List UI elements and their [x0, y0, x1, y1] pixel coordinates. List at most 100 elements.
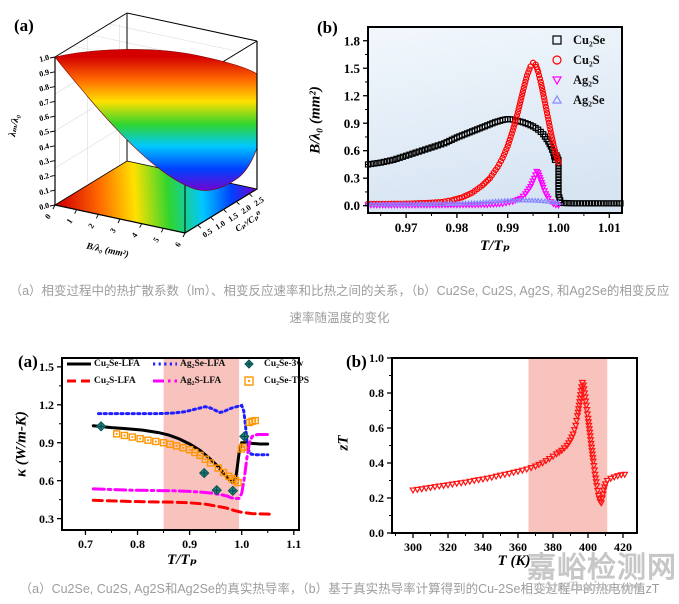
- reaction-rate-chart: 0.97 0.98 0.99 1.00 1.01 0.0 0.3 0.6 0.9 1.2 1.5 1.…: [344, 26, 624, 235]
- svg-text:0.5: 0.5: [201, 227, 214, 240]
- phase-transition-band: [163, 359, 240, 529]
- surface-sheet: [54, 49, 258, 191]
- legend-item-label: Cu₂Se-LFA: [94, 358, 140, 369]
- chart2-legend: Cu₂Se-LFA Ag₂Se-LFA Cu₂Se-3w Cu₂S-LFA Ag₂S-L…: [66, 355, 310, 389]
- svg-text:1.0: 1.0: [234, 537, 249, 551]
- svg-text:420: 420: [614, 540, 632, 554]
- svg-text:0.7: 0.7: [78, 537, 93, 551]
- zt-figure-of-merit-chart: 300 320 340 360 380 400 420 0.0 0.2 0.4 0.6 0.8 1.0: [369, 351, 638, 554]
- axis-ticks: 0.7 0.8 0.9 1.0 1.1 0.3 0.6 0.9 1.2 1.5: [39, 360, 301, 551]
- legend-item: Cu₂S-LFA: [66, 372, 150, 389]
- legend-item-label: Cu₂S: [573, 52, 600, 67]
- chart3-x-axis-label: T (K): [497, 553, 531, 569]
- svg-text:0.7: 0.7: [38, 97, 50, 108]
- svg-text:0.97: 0.97: [395, 220, 418, 235]
- caption2-line: （a）Cu2Se, Cu2S, Ag2S和Ag2Se的真实热导率，（b）基于真实…: [19, 582, 660, 596]
- axis-ticks: 300 320 340 360 380 400 420 0.0 0.2 0.4 0.6 0.8 1.0: [369, 351, 632, 554]
- caption1-line2: 速率随温度的变化: [289, 311, 390, 325]
- svg-text:0.2: 0.2: [38, 171, 50, 182]
- svg-text:1.0: 1.0: [369, 351, 384, 365]
- legend-item-label: Cu₂Se: [573, 32, 606, 47]
- chart2-x-axis-label: T/Tₚ: [167, 552, 197, 568]
- svg-text:0.0: 0.0: [369, 526, 384, 540]
- svg-text:1.2: 1.2: [344, 88, 360, 103]
- svg-text:0.3: 0.3: [344, 171, 361, 186]
- svg-text:1.0: 1.0: [214, 219, 227, 232]
- svg-text:360: 360: [509, 540, 527, 554]
- svg-text:3: 3: [108, 226, 118, 234]
- svg-text:380: 380: [544, 540, 562, 554]
- svg-text:0.4: 0.4: [369, 456, 384, 470]
- series-Cu₂Se-TPS: [237, 443, 247, 453]
- chart3-y-axis-label: zT: [335, 435, 352, 451]
- svg-text:0.9: 0.9: [344, 116, 361, 131]
- series-Cu₂Se-TPS: [245, 416, 259, 427]
- svg-text:6: 6: [173, 240, 183, 248]
- caption-figure1: （a）相变过程中的热扩散系数（lm）、相变反应速率和比热之间的关系，（b）Cu2…: [0, 278, 679, 332]
- panel-a1-label: (a): [14, 16, 34, 35]
- svg-text:1.5: 1.5: [39, 360, 54, 374]
- svg-text:0.6: 0.6: [369, 421, 384, 435]
- svg-text:1.00: 1.00: [547, 220, 570, 235]
- svg-text:320: 320: [439, 540, 457, 554]
- svg-text:0.1: 0.1: [38, 186, 50, 197]
- svg-text:1.0: 1.0: [38, 53, 50, 64]
- svg-text:2.5: 2.5: [252, 195, 265, 208]
- legend-item-label: Cu₂Se-TPS: [264, 375, 310, 386]
- svg-text:1.5: 1.5: [344, 61, 361, 76]
- svg-text:1.01: 1.01: [598, 220, 621, 235]
- legend-item-label: Ag₂S: [573, 72, 599, 87]
- chart1-legend: Cu₂Se Cu₂S Ag₂S Ag₂Se: [548, 30, 605, 110]
- caption-figure2: （a）Cu2Se, Cu2S, Ag2S和Ag2Se的真实热导率，（b）基于真实…: [0, 576, 679, 603]
- svg-text:0.5: 0.5: [38, 127, 50, 138]
- legend-item: Cu₂Se-3w: [236, 355, 308, 372]
- svg-text:0.6: 0.6: [39, 474, 54, 488]
- series-group: [409, 379, 629, 507]
- svg-text:300: 300: [404, 540, 422, 554]
- chart1-y-axis-label: B/λ₀ (mm²): [307, 86, 324, 154]
- legend-item: Cu₂Se: [548, 30, 605, 50]
- svg-text:0.8: 0.8: [369, 386, 384, 400]
- svg-text:0.9: 0.9: [38, 67, 50, 78]
- svg-text:400: 400: [579, 540, 597, 554]
- svg-text:0.99: 0.99: [496, 220, 519, 235]
- svg-text:λₘ/λ₀: λₘ/λ₀: [7, 113, 22, 138]
- svg-text:0.8: 0.8: [38, 82, 50, 93]
- svg-text:0.3: 0.3: [39, 512, 54, 526]
- thermal-diffusivity-3d-surface: 0.0 0.1 0.2 0.3 0.4 0.5 0.6 0.7 0.8 0.9 1.0 0 1 2 3 4 5 6…: [7, 12, 266, 261]
- legend-item: Ag₂Se: [548, 90, 605, 110]
- legend-item-label: Cu₂S-LFA: [94, 375, 136, 386]
- series-Cu₂Se-3w: [95, 421, 250, 497]
- svg-text:0: 0: [43, 212, 53, 220]
- panel-a2-label: (a): [18, 352, 38, 371]
- legend-item-label: Ag₂S-LFA: [180, 375, 222, 386]
- series-group: [91, 403, 272, 516]
- legend-item: Ag₂Se-LFA: [152, 355, 234, 372]
- svg-text:B/λ₀ (mm²): B/λ₀ (mm²): [84, 241, 129, 261]
- svg-text:1: 1: [65, 217, 75, 225]
- svg-text:4: 4: [130, 231, 140, 239]
- svg-text:1.2: 1.2: [39, 398, 54, 412]
- svg-text:340: 340: [474, 540, 492, 554]
- svg-text:0.9: 0.9: [39, 436, 54, 450]
- legend-item-label: Cu₂Se-3w: [264, 358, 304, 369]
- legend-item-label: Ag₂Se-LFA: [180, 358, 226, 369]
- svg-text:0.9: 0.9: [182, 537, 197, 551]
- legend-item: Cu₂Se-TPS: [236, 372, 310, 389]
- surface-axis-ticks: 0.0 0.1 0.2 0.3 0.4 0.5 0.6 0.7 0.8 0.9 1.0 0 1 2 3 4 5 6…: [7, 53, 266, 261]
- series-Cu₂Se-TPS: [112, 430, 242, 487]
- legend-item-label: Ag₂Se: [573, 92, 605, 107]
- svg-text:1.1: 1.1: [286, 537, 301, 551]
- legend-item: Ag₂S: [548, 70, 605, 90]
- svg-text:0.0: 0.0: [344, 198, 360, 213]
- thermal-conductivity-chart: 0.7 0.8 0.9 1.0 1.1 0.3 0.6 0.9 1.2 1.5: [39, 357, 301, 551]
- legend-item: Cu₂S: [548, 50, 605, 70]
- svg-text:2: 2: [86, 222, 96, 230]
- chart1-x-axis-label: T/Tₚ: [480, 238, 510, 254]
- series-group: [364, 59, 624, 210]
- caption1-line1: （a）相变过程中的热扩散系数（lm）、相变反应速率和比热之间的关系，（b）Cu2…: [9, 284, 670, 298]
- svg-text:0.6: 0.6: [344, 143, 361, 158]
- svg-text:0.6: 0.6: [38, 112, 50, 123]
- svg-text:0.4: 0.4: [38, 141, 50, 152]
